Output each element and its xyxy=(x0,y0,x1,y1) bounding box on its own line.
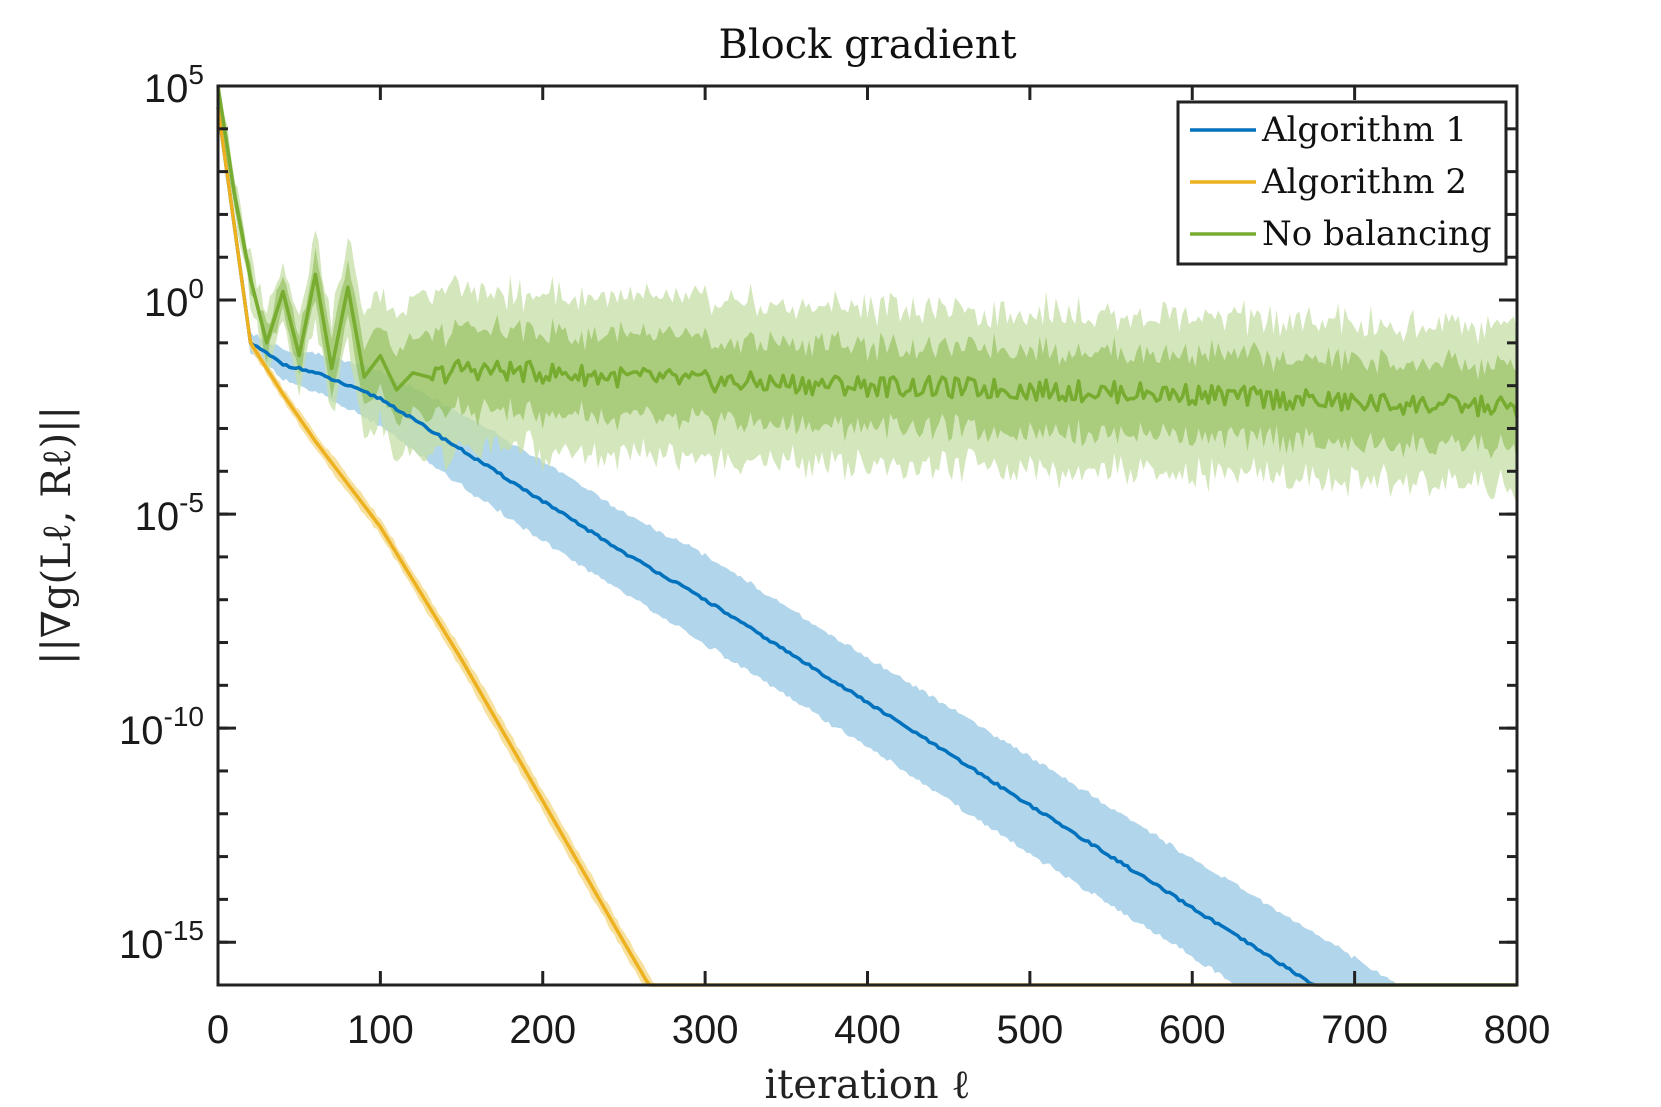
legend-label: Algorithm 2 xyxy=(1261,162,1467,202)
chart-title: Block gradient xyxy=(718,22,1016,68)
y-tick-label: 105 xyxy=(144,59,204,111)
x-tick-label: 600 xyxy=(1159,1008,1226,1052)
x-tick-label: 800 xyxy=(1484,1008,1551,1052)
x-tick-label: 500 xyxy=(997,1008,1064,1052)
x-tick-label: 200 xyxy=(509,1008,576,1052)
axis-ticks xyxy=(216,84,1519,987)
legend-label: No balancing xyxy=(1262,214,1492,254)
y-tick-label: 100 xyxy=(144,273,204,325)
legend-label: Algorithm 1 xyxy=(1261,110,1467,150)
y-tick-label: 10-15 xyxy=(119,915,204,967)
y-axis-label: ||∇g(Lℓ, Rℓ)|| xyxy=(34,406,80,665)
band-inner-no-balancing xyxy=(218,86,1517,463)
x-tick-label: 0 xyxy=(207,1008,229,1052)
series-line-no-balancing xyxy=(216,85,1519,418)
series-line-algorithm-1 xyxy=(216,107,1517,987)
y-tick-label: 10-10 xyxy=(119,701,204,753)
x-tick-label: 300 xyxy=(672,1008,739,1052)
legend: Algorithm 1 Algorithm 2 No balancing xyxy=(1176,100,1508,266)
x-tick-label: 700 xyxy=(1321,1008,1388,1052)
x-tick-label: 400 xyxy=(834,1008,901,1052)
x-tick-label: 100 xyxy=(347,1008,414,1052)
tick-labels: 0 100 200 300 400 500 600 700 800 105 100 10-5 10-10… xyxy=(119,59,1550,1052)
y-tick-label: 10-5 xyxy=(135,487,204,539)
x-axis-label: iteration ℓ xyxy=(764,1062,970,1107)
